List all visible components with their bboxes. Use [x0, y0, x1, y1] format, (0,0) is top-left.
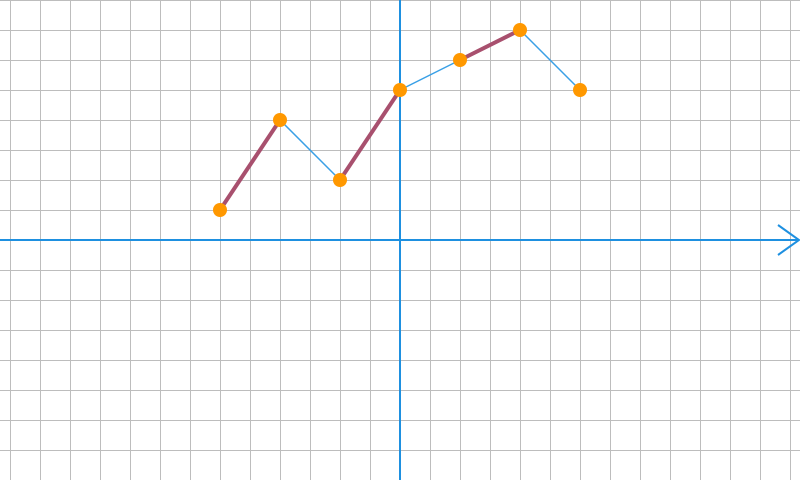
data-point — [513, 23, 528, 37]
data-point — [332, 173, 347, 187]
highlighted-segment — [337, 88, 402, 182]
data-point — [573, 83, 588, 97]
x-axis-arrow — [777, 224, 800, 256]
data-point — [453, 53, 468, 67]
data-points — [212, 23, 588, 217]
data-point — [272, 113, 287, 127]
highlighted-segment — [217, 118, 282, 212]
data-point — [393, 83, 407, 97]
data-point — [212, 203, 227, 217]
highlighted-segment — [458, 28, 523, 62]
highlighted-segments — [217, 28, 523, 212]
